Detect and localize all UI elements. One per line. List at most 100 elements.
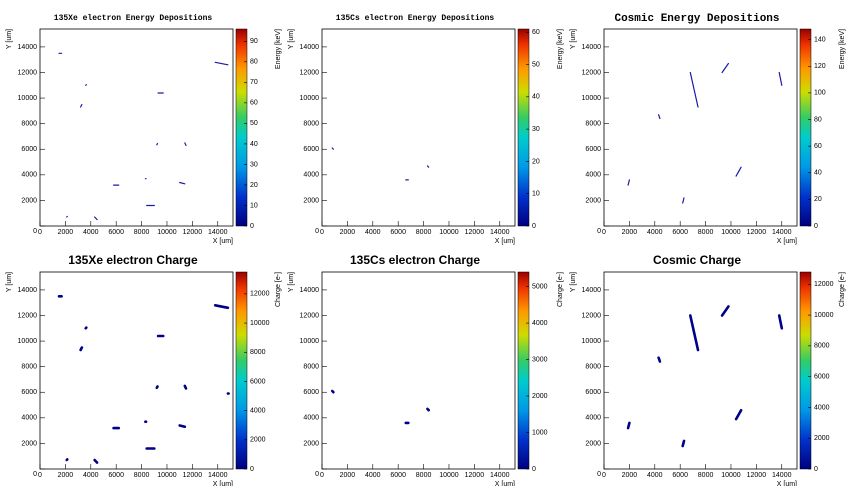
track: [688, 314, 700, 352]
y-tick-label: 12000: [300, 69, 320, 76]
z-tick-label: 60: [532, 29, 540, 36]
track: [178, 424, 187, 429]
y-tick-label: 8000: [303, 121, 319, 128]
x-tick-label: 2000: [58, 229, 74, 236]
z-tick-label: 1000: [532, 429, 548, 436]
y-tick-label: 8000: [21, 121, 37, 128]
x-tick-label: 6000: [390, 472, 406, 479]
chart-title: 135Cs electron Energy Depositions: [336, 14, 495, 23]
x-tick-label: 10000: [157, 472, 177, 479]
x-tick-label: 2000: [340, 229, 356, 236]
y-tick-label: 2000: [303, 197, 319, 204]
track: [184, 142, 187, 146]
z-tick-label: 40: [814, 170, 822, 177]
y-tick-label: 4000: [303, 172, 319, 179]
z-tick-label: 80: [250, 59, 258, 66]
track: [426, 407, 431, 412]
track: [689, 71, 699, 108]
x-tick-label: 14000: [772, 472, 792, 479]
track: [627, 179, 631, 186]
x-tick-label: 14000: [490, 472, 510, 479]
x-tick-label: 6000: [108, 229, 124, 236]
y-tick-label: 2000: [303, 440, 319, 447]
y-tick-label: 10000: [18, 95, 38, 102]
z-tick-label: 120: [814, 63, 826, 70]
x-tick-label: 8000: [416, 229, 432, 236]
x-tick-label: 6000: [672, 472, 688, 479]
x-tick-label: 6000: [108, 472, 124, 479]
z-tick-label: 40: [250, 141, 258, 148]
y-tick-label: 12000: [300, 312, 320, 319]
track: [735, 166, 742, 177]
z-tick-label: 8000: [814, 343, 830, 350]
track: [66, 215, 68, 218]
colorbar: [799, 271, 812, 470]
z-tick-label: 60: [814, 143, 822, 150]
y-tick-label: 10000: [582, 338, 602, 345]
track: [681, 439, 686, 448]
x-tick-label: 12000: [183, 229, 203, 236]
y-tick-label: 14000: [300, 287, 320, 294]
x-tick-label: 0: [38, 229, 42, 236]
z-axis-label: Energy [keV]: [557, 29, 564, 69]
colorbar: [235, 28, 248, 227]
y-tick-label: 4000: [21, 415, 37, 422]
x-tick-label: 14000: [208, 229, 228, 236]
chart-title: 135Cs electron Charge: [350, 253, 480, 267]
y-tick-label: 14000: [582, 44, 602, 51]
z-tick-label: 6000: [814, 374, 830, 381]
y-axis-label: Y [um]: [288, 29, 295, 49]
x-tick-label: 0: [602, 229, 606, 236]
x-tick-label: 8000: [416, 472, 432, 479]
y-tick-label: 0: [33, 228, 37, 235]
y-tick-label: 6000: [21, 389, 37, 396]
track: [331, 147, 334, 150]
y-tick-label: 12000: [582, 69, 602, 76]
x-tick-label: 0: [602, 472, 606, 479]
x-tick-label: 12000: [465, 472, 485, 479]
y-tick-label: 0: [597, 228, 601, 235]
y-tick-label: 6000: [585, 146, 601, 153]
z-tick-label: 0: [532, 466, 536, 473]
y-tick-label: 14000: [300, 44, 320, 51]
plot-frame: [321, 271, 516, 470]
z-tick-label: 2000: [532, 393, 548, 400]
x-tick-label: 4000: [365, 472, 381, 479]
z-tick-label: 70: [250, 79, 258, 86]
x-axis-label: X [um]: [777, 238, 797, 245]
z-tick-label: 80: [814, 116, 822, 123]
z-tick-label: 20: [532, 158, 540, 165]
y-tick-label: 8000: [303, 364, 319, 371]
x-tick-label: 2000: [622, 472, 638, 479]
y-tick-label: 2000: [585, 440, 601, 447]
plot-frame: [39, 28, 234, 227]
x-tick-label: 8000: [698, 472, 714, 479]
z-tick-label: 60: [250, 100, 258, 107]
x-tick-label: 10000: [439, 472, 459, 479]
z-tick-label: 100: [814, 90, 826, 97]
track: [721, 62, 730, 74]
z-tick-label: 140: [814, 36, 826, 43]
x-tick-label: 12000: [183, 472, 203, 479]
y-tick-label: 0: [315, 471, 319, 478]
z-tick-label: 10: [532, 191, 540, 198]
z-tick-label: 50: [532, 61, 540, 68]
x-axis-label: X [um]: [213, 481, 233, 486]
track: [183, 384, 188, 390]
x-tick-label: 14000: [772, 229, 792, 236]
chart-title: 135Xe electron Energy Depositions: [54, 14, 213, 23]
track: [156, 142, 159, 146]
z-tick-label: 30: [250, 161, 258, 168]
y-tick-label: 2000: [21, 197, 37, 204]
x-tick-label: 0: [38, 472, 42, 479]
plot-frame: [39, 271, 234, 470]
track: [682, 197, 685, 204]
x-tick-label: 10000: [721, 472, 741, 479]
z-axis-label: Charge [e-]: [839, 272, 846, 307]
y-tick-label: 0: [315, 228, 319, 235]
y-tick-label: 12000: [582, 312, 602, 319]
track: [214, 61, 229, 66]
x-axis-label: X [um]: [495, 481, 515, 486]
x-axis-label: X [um]: [495, 238, 515, 245]
z-tick-label: 4000: [250, 407, 266, 414]
